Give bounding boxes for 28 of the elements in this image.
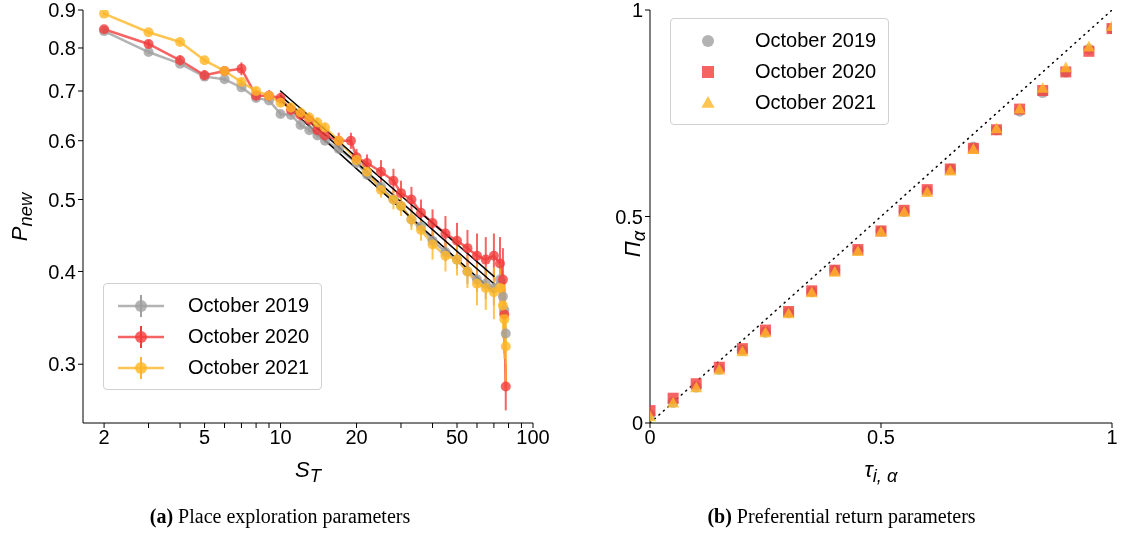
y-tick-label: 0.5 bbox=[615, 205, 643, 228]
x-tick-label: 2 bbox=[98, 426, 110, 449]
x-tick-label: 100 bbox=[516, 426, 550, 449]
x-tick-label: 1 bbox=[1106, 426, 1118, 449]
text: (b) Preferential return parameters bbox=[706, 505, 977, 528]
x-tick-label: 5 bbox=[198, 426, 211, 449]
x-tick-label: 10 bbox=[269, 426, 292, 449]
y-tick-label: 0.4 bbox=[48, 260, 76, 283]
x-axis-title: S$_{T}$ bbox=[294, 457, 323, 488]
y-tick-label: 0.3 bbox=[48, 353, 76, 376]
text: (a) Place exploration parameters bbox=[148, 505, 412, 528]
x-axis-title: τ$_{i, α}$ bbox=[863, 457, 899, 488]
legend-label: October 2019 bbox=[755, 29, 877, 52]
legend-label: October 2020 bbox=[755, 60, 877, 83]
y-tick-label: 0.8 bbox=[48, 37, 76, 60]
legend-label: October 2021 bbox=[188, 356, 310, 379]
y-tick-label: 0.7 bbox=[48, 80, 76, 103]
legend-label: October 2020 bbox=[188, 325, 310, 348]
y-tick-label: 0.9 bbox=[48, 0, 76, 22]
x-tick-label: 50 bbox=[445, 426, 469, 449]
y-tick-label: 1 bbox=[631, 0, 643, 22]
x-tick-label: 0.5 bbox=[867, 426, 895, 449]
legend-label: October 2019 bbox=[188, 294, 310, 317]
y-tick-label: 0.5 bbox=[48, 188, 76, 211]
y-tick-label: 0 bbox=[631, 412, 643, 435]
x-tick-label: 20 bbox=[345, 426, 368, 449]
y-tick-label: 0.6 bbox=[48, 129, 76, 152]
legend-label: October 2021 bbox=[755, 91, 877, 114]
